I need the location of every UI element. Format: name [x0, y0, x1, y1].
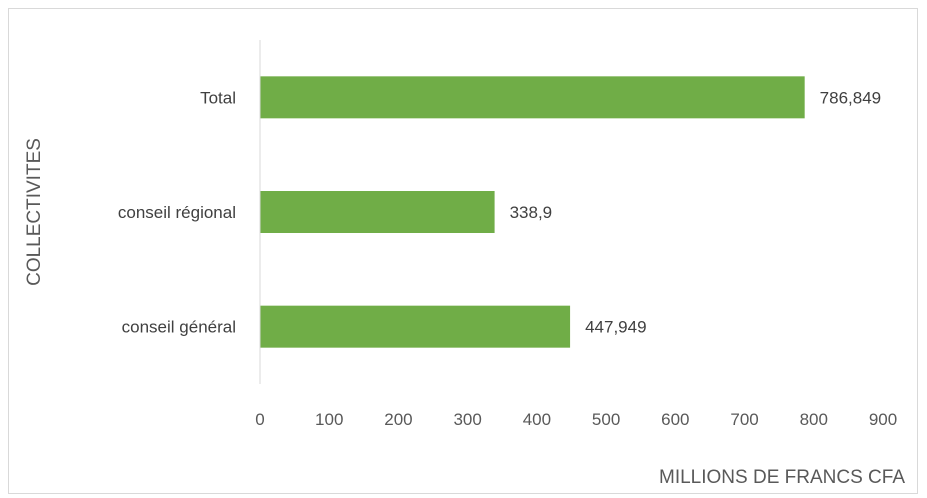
bar-1 — [260, 191, 495, 233]
x-axis-title: MILLIONS DE FRANCS CFA — [659, 467, 905, 488]
bars-group — [260, 76, 805, 348]
x-tick-label-6: 600 — [661, 410, 689, 429]
x-tick-label-1: 100 — [315, 410, 343, 429]
x-tick-label-7: 700 — [730, 410, 758, 429]
y-axis-title: COLLECTIVITES — [24, 138, 45, 286]
x-tick-label-3: 300 — [453, 410, 481, 429]
category-labels: Total conseil régional conseil général — [118, 88, 236, 336]
x-tick-labels: 0 100 200 300 400 500 600 700 800 900 — [255, 410, 897, 429]
data-label-1: 338,9 — [510, 203, 553, 222]
bar-2 — [260, 305, 571, 348]
category-label-0: Total — [200, 88, 236, 107]
x-tick-label-9: 900 — [869, 410, 897, 429]
bar-0 — [260, 76, 805, 119]
data-label-0: 786,849 — [820, 88, 881, 107]
x-tick-label-4: 400 — [523, 410, 551, 429]
category-label-1: conseil régional — [118, 203, 236, 222]
x-tick-label-0: 0 — [255, 410, 264, 429]
x-tick-label-2: 200 — [384, 410, 412, 429]
category-label-2: conseil général — [122, 318, 236, 337]
x-tick-label-8: 800 — [800, 410, 828, 429]
x-tick-label-5: 500 — [592, 410, 620, 429]
data-labels: 786,849 338,9 447,949 — [510, 88, 882, 336]
data-label-2: 447,949 — [585, 318, 646, 337]
